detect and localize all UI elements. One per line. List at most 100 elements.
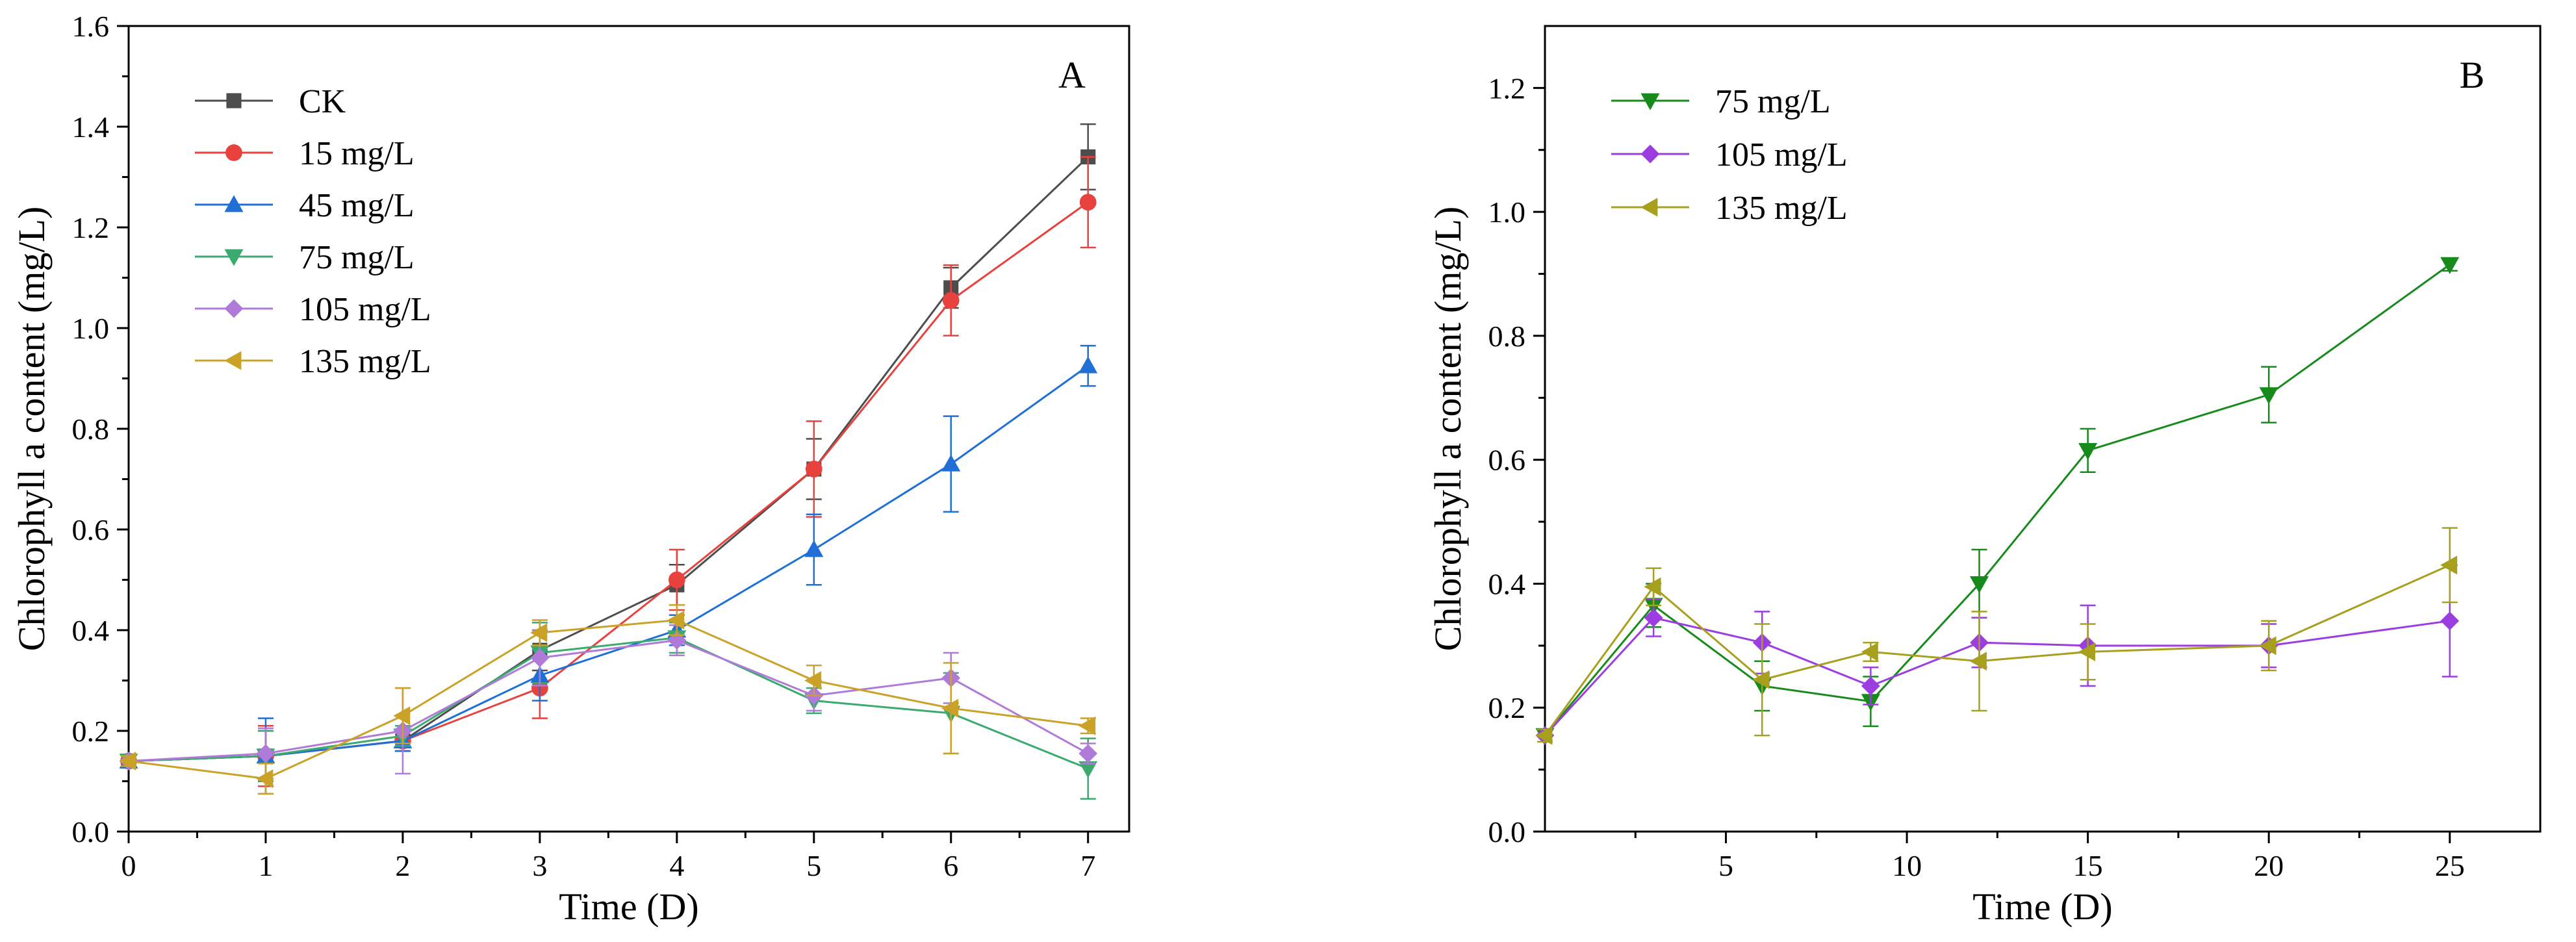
data-point (256, 769, 274, 789)
legend-entry: 105 mg/L (195, 291, 431, 328)
x-tick-label: 20 (2254, 849, 2284, 882)
series-135-mg-l (1535, 527, 2458, 745)
y-tick-label: 0.6 (72, 513, 110, 546)
y-tick-label: 1.2 (72, 211, 110, 244)
data-point (2259, 636, 2276, 656)
legend-entry: 75 mg/L (195, 239, 414, 276)
legend-label: 105 mg/L (1715, 136, 1848, 173)
legend-marker (224, 195, 244, 212)
legend-label: 135 mg/L (1715, 190, 1848, 227)
y-tick-label: 1.2 (1488, 71, 1526, 105)
series-line (1544, 264, 2451, 737)
y-tick-label: 1.4 (72, 110, 110, 144)
x-tick-label: 25 (2435, 849, 2465, 882)
x-tick-label: 10 (1892, 849, 1922, 882)
y-tick-label: 0.2 (72, 715, 110, 748)
data-point (393, 706, 411, 726)
data-point (1969, 652, 1987, 671)
data-point (1861, 676, 1880, 696)
series-line (128, 639, 1089, 762)
data-point (2440, 611, 2460, 631)
y-tick-label: 0.4 (1488, 567, 1526, 600)
legend-marker (225, 144, 242, 161)
legend-entry: 15 mg/L (195, 135, 414, 172)
data-point (941, 698, 959, 718)
data-point (805, 461, 823, 477)
legend-marker (1640, 144, 1660, 164)
data-point (804, 671, 822, 690)
data-point (2259, 387, 2278, 405)
x-axis-title: Time (D) (559, 885, 698, 928)
legend-label: 75 mg/L (1715, 83, 1831, 120)
data-point (2440, 257, 2460, 274)
data-point (530, 623, 548, 643)
legend-marker (224, 351, 242, 370)
x-tick-label: 4 (669, 849, 684, 882)
y-tick-label: 0.8 (72, 413, 110, 446)
y-tick-label: 1.6 (72, 10, 110, 43)
legend-label: CK (299, 83, 346, 120)
x-tick-label: 6 (943, 849, 958, 882)
y-tick-label: 0.2 (1488, 691, 1526, 724)
x-tick-label: 0 (121, 849, 136, 882)
data-point (256, 744, 275, 763)
y-axis-title: Chlorophyll a content (mg/L) (10, 207, 53, 652)
legend-entry: 135 mg/L (1611, 190, 1848, 227)
x-tick-label: 2 (395, 849, 410, 882)
data-point (1535, 726, 1553, 745)
y-tick-label: 1.0 (72, 312, 110, 345)
data-point (2440, 555, 2458, 575)
series-line (1544, 564, 2451, 737)
y-tick-label: 0.6 (1488, 444, 1526, 477)
series-135-mg-l (119, 604, 1096, 795)
y-tick-label: 1.0 (1488, 196, 1526, 229)
y-tick-label: 0.0 (1488, 815, 1526, 848)
legend-entry: CK (195, 83, 346, 120)
legend-label: 75 mg/L (299, 239, 414, 276)
data-point (1970, 576, 1989, 594)
legend-marker (1640, 197, 1658, 217)
legend-entry: 135 mg/L (195, 343, 431, 380)
series-line (128, 618, 1088, 780)
data-point (667, 611, 685, 630)
data-point (668, 571, 685, 589)
data-point (941, 454, 961, 472)
legend-marker (1640, 93, 1660, 110)
x-tick-label: 5 (806, 849, 821, 882)
y-tick-label: 0.0 (72, 815, 110, 848)
legend-entry: 105 mg/L (1611, 136, 1848, 173)
legend-marker (226, 93, 242, 108)
x-tick-label: 1 (258, 849, 273, 882)
panel-letter: A (1058, 54, 1086, 96)
data-point (2078, 442, 2098, 461)
data-point (942, 292, 960, 309)
y-tick-label: 0.4 (72, 614, 110, 647)
data-point (2078, 642, 2096, 661)
x-tick-label: 3 (532, 849, 547, 882)
panel-letter: B (2460, 54, 2485, 96)
data-point (1861, 642, 1878, 661)
data-point (530, 648, 550, 667)
data-point (1078, 716, 1096, 735)
legend-label: 135 mg/L (299, 343, 431, 380)
legend-marker (224, 249, 244, 266)
legend-label: 15 mg/L (299, 135, 414, 172)
data-point (119, 752, 136, 770)
legend-entry: 75 mg/L (1611, 83, 1831, 120)
data-point (1078, 744, 1098, 763)
legend-entry: 45 mg/L (195, 187, 414, 224)
data-point (1078, 356, 1098, 374)
x-tick-label: 15 (2073, 849, 2103, 882)
y-tick-label: 0.8 (1488, 320, 1526, 353)
y-axis-title: Chlorophyll a content (mg/L) (1427, 207, 1469, 652)
data-point (1644, 608, 1663, 628)
panel-a: 0 1 2 3 4 5 6 7 0.0 0.2 0.4 0.6 0.8 1.0 1.2 1.4 1.6 Time … (10, 10, 1130, 928)
x-tick-label: 5 (1718, 849, 1733, 882)
plot-frame (1544, 25, 2542, 833)
x-tick-label: 7 (1080, 849, 1095, 882)
x-axis-title: Time (D) (1972, 885, 2112, 928)
data-point (804, 540, 824, 557)
series-line (128, 637, 1089, 770)
